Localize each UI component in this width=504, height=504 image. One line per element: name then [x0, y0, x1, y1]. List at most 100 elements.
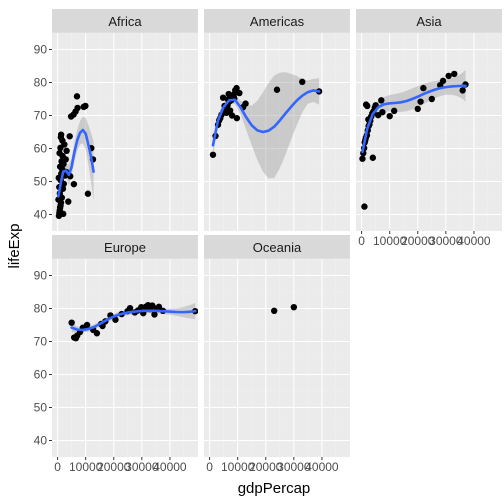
data-point [233, 84, 240, 92]
data-point [386, 112, 393, 120]
data-point [60, 210, 67, 218]
data-point [226, 107, 234, 114]
data-point [72, 335, 80, 342]
data-point [219, 94, 227, 101]
y-tick-label: 90 [34, 269, 48, 283]
x-tick-label: 30000 [125, 460, 159, 474]
data-point [362, 101, 370, 108]
data-point [82, 102, 89, 110]
gridlines [52, 258, 198, 457]
data-point [84, 190, 92, 197]
plot-layer [209, 72, 323, 179]
data-point [290, 303, 298, 311]
data-point [378, 97, 385, 104]
data-point [56, 149, 63, 157]
data-point [149, 302, 156, 309]
data-point [93, 330, 101, 337]
x-tick-label: 10000 [373, 234, 407, 248]
data-point [83, 321, 91, 329]
data-point [273, 86, 281, 93]
x-tick-label: 10000 [69, 460, 103, 474]
x-tick-label: 40000 [457, 234, 491, 248]
data-point [70, 180, 78, 188]
plot-layer [68, 302, 198, 342]
data-point [66, 133, 73, 140]
x-tick-label: 0 [54, 460, 61, 474]
data-point [379, 109, 386, 116]
facet-panels: Africa Americas Asia Europe Oceania [52, 9, 502, 457]
data-point [209, 151, 217, 158]
y-axes: 40 50 60 70 80 90 40 50 60 70 80 90 [34, 43, 52, 448]
smooth-trend-line [57, 128, 95, 198]
gridlines [204, 258, 350, 457]
x-axis-title: gdpPercap [238, 480, 311, 497]
facet-europe: Europe [52, 235, 198, 457]
data-point [414, 105, 421, 113]
y-tick-label: 60 [34, 368, 48, 382]
data-point [236, 89, 243, 97]
smooth-trend-line [70, 309, 197, 332]
y-tick-label: 40 [34, 434, 48, 448]
y-tick-label: 80 [34, 302, 48, 316]
confidence-ribbon [362, 69, 466, 167]
y-tick-label: 40 [34, 208, 48, 222]
x-tick-label: 30000 [277, 460, 311, 474]
data-point [225, 90, 232, 98]
facet-strip [204, 9, 350, 33]
x-tick-label: 20000 [97, 460, 131, 474]
x-tick-label: 0 [206, 460, 213, 474]
data-point [451, 70, 458, 78]
y-tick-label: 60 [34, 142, 48, 156]
facet-strip-label: Asia [416, 14, 442, 29]
plot-layer [359, 69, 469, 210]
data-point [65, 198, 72, 205]
data-point [417, 98, 424, 105]
facet-strip-label: Africa [108, 14, 142, 29]
facet-strip-label: Americas [250, 14, 305, 29]
facet-africa: Africa [52, 9, 198, 231]
facet-strip-label: Europe [104, 240, 146, 255]
data-point [112, 316, 119, 323]
data-point [126, 304, 134, 312]
confidence-ribbon [58, 116, 94, 207]
data-point [74, 104, 81, 112]
y-tick-label: 90 [34, 43, 48, 57]
data-point [459, 87, 466, 94]
data-point [270, 307, 278, 315]
data-point [57, 131, 65, 138]
data-point [390, 107, 398, 115]
data-point [445, 72, 452, 80]
y-tick-label: 50 [34, 401, 48, 415]
data-point [439, 77, 447, 85]
smooth-trend-line [361, 84, 467, 154]
x-tick-label: 40000 [305, 460, 339, 474]
x-tick-label: 0 [358, 234, 365, 248]
smooth-trend-line [211, 89, 321, 147]
data-point [361, 203, 368, 210]
y-tick-label: 70 [34, 109, 48, 123]
data-point [420, 84, 427, 92]
x-tick-label: 20000 [249, 460, 283, 474]
facet-americas: Americas [204, 9, 350, 231]
data-point [359, 155, 366, 162]
facet-oceania: Oceania [204, 235, 350, 457]
y-tick-label: 80 [34, 76, 48, 90]
x-tick-label: 10000 [221, 460, 255, 474]
data-point [242, 100, 249, 107]
x-tick-label: 30000 [429, 234, 463, 248]
data-point [155, 303, 163, 311]
data-point [428, 95, 436, 103]
plot-layer [55, 93, 97, 220]
plot-layer [270, 303, 298, 315]
data-point [233, 114, 241, 122]
data-point [63, 147, 70, 155]
facet-strip [52, 235, 198, 259]
data-point [68, 319, 75, 326]
y-tick-label: 70 [34, 335, 48, 349]
gridlines [356, 32, 502, 231]
x-tick-label: 40000 [153, 460, 187, 474]
data-point [369, 154, 377, 161]
y-axis-title: lifeExp [6, 223, 23, 268]
